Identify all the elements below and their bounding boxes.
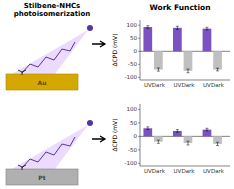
substrate	[6, 169, 78, 185]
arrow	[92, 136, 105, 142]
molecule	[22, 137, 75, 168]
bar	[143, 27, 152, 51]
plot-area	[140, 26, 230, 73]
x-tick-label: Dark	[152, 168, 166, 174]
y-tick-label: 0	[134, 48, 138, 54]
error-bar	[176, 26, 179, 29]
error-bar	[146, 26, 149, 29]
y-tick	[138, 25, 140, 26]
y-axis-label: ΔCPD (mV)	[111, 33, 118, 66]
error-bar	[157, 68, 160, 71]
x-axis	[140, 166, 230, 167]
figure: Stilbene-NHCsphotoisomerization Au Work Fu…	[0, 0, 234, 189]
arrow	[92, 41, 105, 47]
x-tick-label: UV	[144, 82, 152, 88]
substrate-label: Au	[38, 79, 47, 86]
anchor	[18, 165, 26, 170]
error-bar	[176, 130, 179, 133]
x-tick-label: Dark	[211, 168, 225, 174]
x-tick-label: UV	[144, 168, 152, 174]
x-tick-label: Dark	[181, 168, 195, 174]
x-tick-label: UV	[173, 82, 181, 88]
heading-line: photoisomerization	[14, 10, 91, 18]
y-tick-label: -50	[128, 147, 137, 153]
y-axis-label: ΔCPD (mV)	[111, 118, 118, 151]
bar	[173, 28, 182, 51]
error-bar	[216, 68, 219, 71]
y-tick	[138, 136, 140, 137]
y-tick-label: 50	[130, 120, 137, 126]
y-tick-label: 100	[127, 22, 138, 28]
y-tick-label: -50	[128, 61, 137, 67]
x-tick-label: UV	[203, 82, 211, 88]
y-tick-label: 0	[134, 133, 138, 139]
panel-heading: Stilbene-NHCsphotoisomerization	[14, 2, 91, 18]
anchor	[18, 70, 26, 75]
x-tick-label: Dark	[181, 82, 195, 88]
bar	[213, 51, 222, 69]
y-tick	[138, 109, 140, 110]
error-bar	[205, 27, 208, 30]
substrate-label: Pt	[38, 174, 45, 181]
light-cone	[12, 30, 88, 74]
y-tick	[138, 77, 140, 78]
x-tick-label: Dark	[152, 82, 166, 88]
y-tick	[138, 38, 140, 39]
y-tick	[138, 163, 140, 164]
x-tick-label: UV	[173, 168, 181, 174]
plot-area	[140, 127, 230, 146]
illustration: Stilbene-NHCsphotoisomerization Au	[6, 2, 105, 90]
y-tick	[138, 51, 140, 52]
y-tick-label: -100	[125, 160, 138, 166]
photon	[87, 120, 93, 126]
y-tick-label: 50	[130, 35, 137, 41]
error-bar	[205, 128, 208, 131]
axes: -100-50050100ΔCPD (mV)UVDarkUVDarkUVDark	[111, 104, 230, 174]
light-cone	[12, 125, 88, 169]
y-tick-label: 100	[127, 106, 138, 112]
substrate	[6, 74, 78, 90]
bar	[154, 51, 163, 69]
error-bar	[186, 69, 189, 73]
y-tick	[138, 64, 140, 65]
y-axis	[140, 20, 141, 80]
illustration: Pt	[6, 120, 105, 185]
y-tick	[138, 122, 140, 123]
error-bar	[157, 140, 160, 143]
heading-line: Stilbene-NHCs	[24, 2, 81, 10]
photon	[87, 25, 93, 31]
molecule	[22, 42, 75, 73]
bar	[184, 51, 193, 71]
y-axis	[140, 104, 141, 166]
chart-title: Work Function	[150, 3, 211, 12]
error-bar	[186, 141, 189, 145]
y-tick	[138, 149, 140, 150]
x-axis	[140, 80, 230, 81]
error-bar	[146, 127, 149, 130]
error-bar	[216, 142, 219, 145]
x-tick-label: UV	[203, 168, 211, 174]
x-tick-label: Dark	[211, 82, 225, 88]
y-tick-label: -100	[125, 74, 138, 80]
bar	[203, 29, 212, 52]
axes: -100-50050100ΔCPD (mV)UVDarkUVDarkUVDark	[111, 20, 230, 88]
